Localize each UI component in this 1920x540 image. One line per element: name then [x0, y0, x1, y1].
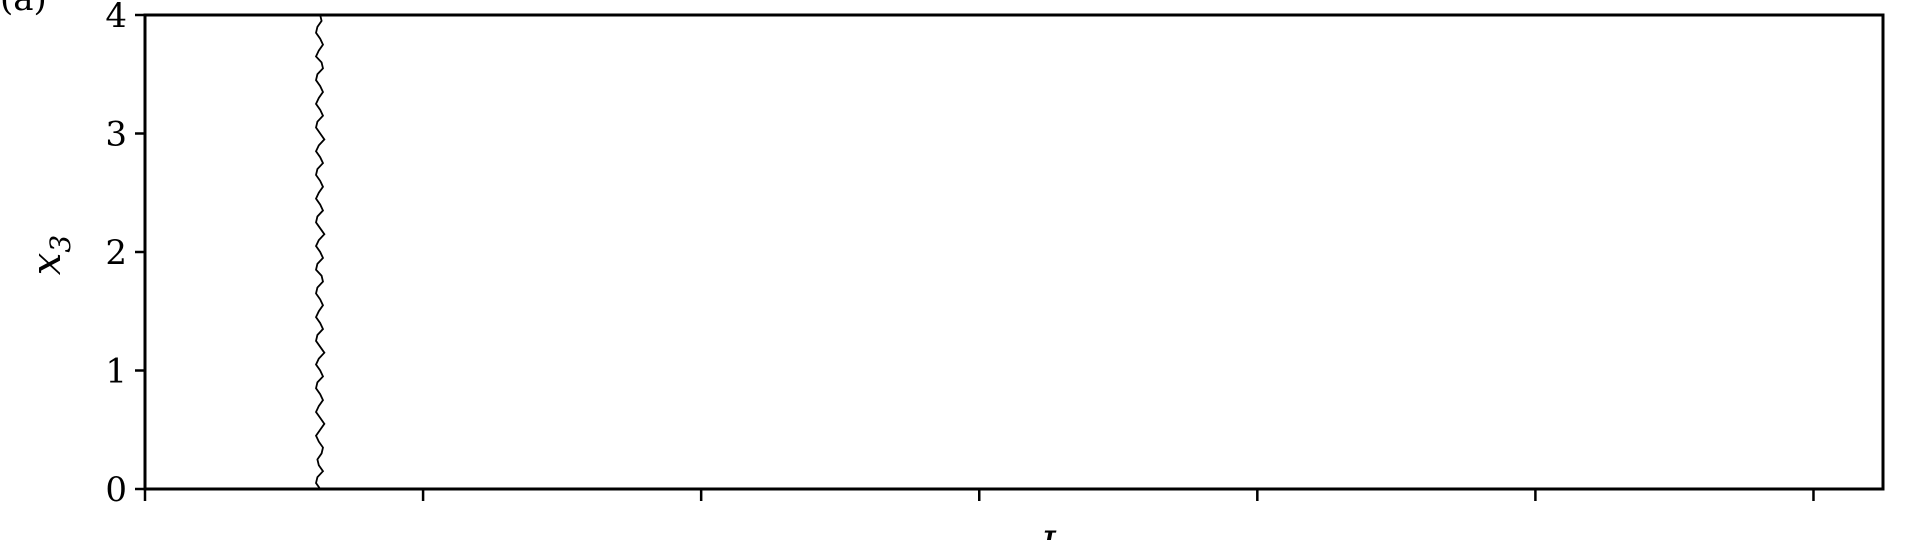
- y-tick-label: 4: [105, 0, 127, 36]
- series-group: [316, 15, 324, 489]
- y-axis-label-base: x: [24, 253, 70, 276]
- series-line: [316, 15, 324, 489]
- x-axis: [145, 489, 1813, 501]
- y-tick-label: 0: [105, 470, 127, 510]
- svg-text:x3: x3: [24, 235, 77, 275]
- y-tick-label: 1: [105, 352, 127, 392]
- panel-label: (a): [0, 0, 47, 19]
- y-tick-label: 2: [105, 233, 127, 273]
- plot-frame: [145, 15, 1883, 489]
- y-tick-label: 3: [105, 115, 127, 155]
- y-axis: 0 1 2 3 4: [105, 0, 145, 510]
- x-axis-label: L: [1039, 524, 1067, 540]
- y-axis-label-sub: 3: [44, 235, 77, 253]
- y-axis-label: x3: [24, 235, 77, 275]
